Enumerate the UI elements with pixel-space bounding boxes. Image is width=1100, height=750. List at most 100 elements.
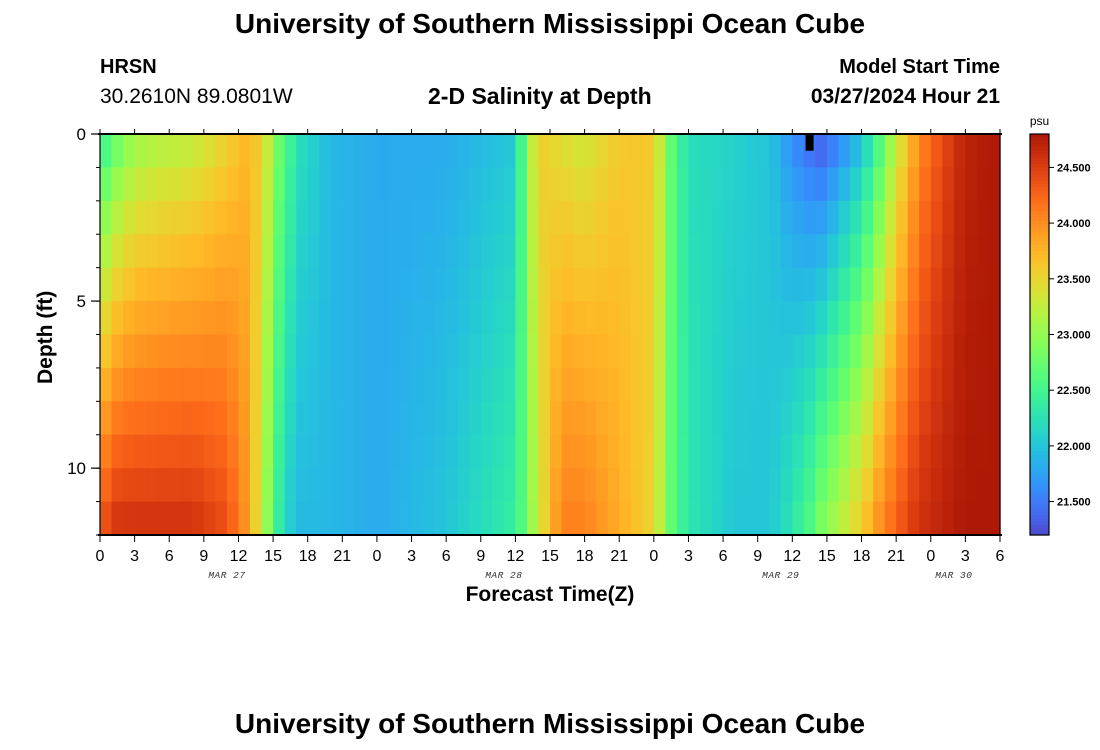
heatmap-cell bbox=[976, 301, 990, 336]
heatmap-cell bbox=[919, 334, 932, 369]
heatmap-cell bbox=[815, 134, 828, 169]
heatmap-cell bbox=[192, 367, 205, 402]
colorbar-segment bbox=[1030, 250, 1049, 255]
heatmap-cell bbox=[203, 267, 216, 302]
heatmap-cell bbox=[503, 367, 516, 402]
heatmap-cell bbox=[665, 334, 678, 369]
heatmap-cell bbox=[400, 200, 413, 235]
heatmap-cell bbox=[953, 401, 966, 436]
heatmap-cell bbox=[584, 134, 597, 169]
heatmap-cell bbox=[965, 134, 978, 169]
heatmap-cell bbox=[988, 134, 1001, 169]
heatmap-cell bbox=[538, 334, 551, 369]
heatmap-cell bbox=[469, 167, 482, 202]
heatmap-cell bbox=[850, 267, 863, 302]
heatmap-cell bbox=[838, 334, 851, 369]
colorbar-segment bbox=[1030, 441, 1049, 446]
colorbar-segment bbox=[1030, 484, 1049, 489]
heatmap-cell bbox=[146, 434, 159, 469]
heatmap-cell bbox=[457, 468, 470, 503]
heatmap-cell bbox=[907, 134, 920, 169]
heatmap-cell bbox=[330, 468, 343, 503]
heatmap-cell bbox=[111, 267, 124, 302]
heatmap-cell bbox=[850, 434, 863, 469]
heatmap-cell bbox=[561, 401, 574, 436]
heatmap-cell bbox=[342, 267, 355, 302]
heatmap-cell bbox=[111, 401, 124, 436]
heatmap-cell bbox=[400, 301, 413, 336]
heatmap-cell bbox=[423, 234, 436, 269]
x-tick-label: 21 bbox=[333, 548, 351, 565]
heatmap-cell bbox=[676, 301, 690, 336]
heatmap-cell bbox=[538, 367, 551, 402]
heatmap-cell bbox=[434, 367, 447, 402]
heatmap-cell bbox=[365, 468, 378, 503]
heatmap-cell bbox=[319, 134, 332, 169]
heatmap-cell bbox=[203, 301, 216, 336]
colorbar-segment bbox=[1030, 518, 1049, 523]
heatmap-cell bbox=[457, 434, 470, 469]
heatmap-cell bbox=[850, 367, 863, 402]
heatmap-cell bbox=[896, 234, 909, 269]
heatmap-cell bbox=[630, 134, 643, 169]
heatmap-cell bbox=[342, 334, 355, 369]
heatmap-cell bbox=[965, 200, 978, 235]
heatmap-cell bbox=[653, 501, 666, 536]
colorbar-segment bbox=[1030, 431, 1049, 436]
heatmap-cell bbox=[446, 234, 459, 269]
heatmap-cell bbox=[515, 234, 528, 269]
x-tick-label: 9 bbox=[476, 548, 485, 565]
heatmap-cell bbox=[353, 200, 366, 235]
heatmap-cell bbox=[584, 301, 597, 336]
heatmap-cell bbox=[688, 267, 701, 302]
heatmap-cell bbox=[503, 434, 516, 469]
heatmap-cell bbox=[330, 334, 343, 369]
heatmap-cell bbox=[826, 267, 840, 302]
heatmap-cell bbox=[769, 501, 782, 536]
heatmap-cell bbox=[538, 501, 551, 536]
heatmap-cell bbox=[665, 468, 678, 503]
colorbar-segment bbox=[1030, 297, 1049, 302]
heatmap-cell bbox=[711, 134, 724, 169]
heatmap-cell bbox=[803, 167, 816, 202]
colorbar-segment bbox=[1030, 421, 1049, 426]
heatmap-cell bbox=[584, 434, 597, 469]
heatmap-cell bbox=[884, 167, 897, 202]
heatmap-cell bbox=[907, 434, 920, 469]
colorbar-segment bbox=[1030, 187, 1049, 192]
heatmap-cell bbox=[457, 167, 470, 202]
heatmap-cell bbox=[446, 267, 459, 302]
heatmap-cell bbox=[226, 367, 240, 402]
heatmap-cell bbox=[561, 468, 574, 503]
heatmap-cell bbox=[411, 167, 424, 202]
heatmap-cell bbox=[376, 401, 390, 436]
heatmap-cell bbox=[307, 367, 320, 402]
heatmap-cell bbox=[134, 434, 147, 469]
heatmap-cell bbox=[215, 468, 228, 503]
heatmap-cell bbox=[976, 267, 990, 302]
heatmap-cell bbox=[365, 334, 378, 369]
x-tick-label: 21 bbox=[610, 548, 628, 565]
heatmap-cell bbox=[596, 434, 609, 469]
heatmap-cell bbox=[630, 234, 643, 269]
heatmap-cell bbox=[769, 267, 782, 302]
heatmap-cell bbox=[226, 434, 240, 469]
heatmap-cell bbox=[192, 234, 205, 269]
heatmap-cell bbox=[884, 401, 897, 436]
heatmap-cell bbox=[261, 200, 274, 235]
heatmap-cell bbox=[873, 267, 886, 302]
heatmap-cell bbox=[319, 167, 332, 202]
colorbar-tick-label: 24.500 bbox=[1057, 162, 1091, 174]
heatmap-cell bbox=[653, 468, 666, 503]
heatmap-cell bbox=[203, 367, 216, 402]
colorbar-segment bbox=[1030, 177, 1049, 182]
heatmap-cell bbox=[146, 167, 159, 202]
heatmap-cell bbox=[746, 301, 759, 336]
colorbar-segment bbox=[1030, 200, 1049, 205]
colorbar-tick-label: 22.500 bbox=[1057, 385, 1091, 397]
heatmap-cell bbox=[273, 334, 286, 369]
x-tick-label: 12 bbox=[230, 548, 248, 565]
heatmap-cell bbox=[826, 334, 840, 369]
heatmap-cell bbox=[930, 434, 943, 469]
heatmap-cell bbox=[919, 267, 932, 302]
